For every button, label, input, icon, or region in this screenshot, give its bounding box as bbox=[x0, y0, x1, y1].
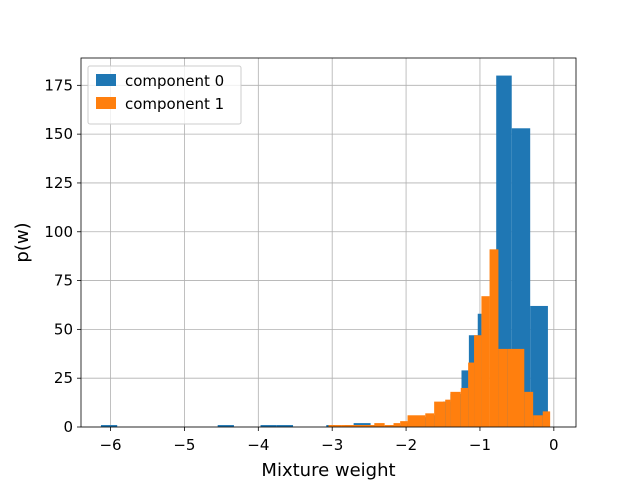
x-tick-label: −5 bbox=[173, 436, 195, 454]
histogram-bar bbox=[530, 305, 548, 427]
histogram-bar bbox=[425, 413, 435, 427]
histogram-bar bbox=[445, 399, 451, 427]
histogram-bar bbox=[450, 391, 461, 427]
y-tick-label: 100 bbox=[44, 223, 73, 241]
y-tick-label: 50 bbox=[54, 320, 73, 338]
y-axis-label: p(w) bbox=[12, 222, 33, 262]
legend-label-component-1: component 1 bbox=[125, 95, 224, 113]
histogram-bar bbox=[393, 423, 401, 427]
histogram-bar bbox=[460, 387, 469, 427]
legend-swatch-component-0 bbox=[96, 74, 116, 86]
histogram-bar bbox=[400, 421, 408, 427]
x-tick-label: −4 bbox=[247, 436, 269, 454]
histogram-bar bbox=[489, 249, 499, 427]
legend-swatch-component-1 bbox=[96, 97, 116, 109]
x-tick-label: −2 bbox=[395, 436, 417, 454]
y-tick-label: 150 bbox=[44, 125, 73, 143]
x-axis-ticks: −6 −5 −4 −3 −2 −1 0 bbox=[99, 427, 559, 454]
histogram-bar bbox=[384, 425, 394, 427]
histogram-bar bbox=[474, 335, 482, 427]
histogram-bar bbox=[374, 423, 385, 427]
x-axis-label: Mixture weight bbox=[261, 460, 395, 480]
x-tick-label: −6 bbox=[99, 436, 121, 454]
y-tick-label: 75 bbox=[54, 272, 73, 290]
x-tick-label: −1 bbox=[469, 436, 491, 454]
histogram-bar bbox=[276, 425, 294, 427]
histogram-bar bbox=[362, 425, 375, 427]
legend-box bbox=[87, 65, 242, 125]
plot-frame bbox=[80, 57, 577, 428]
histogram-bar bbox=[496, 75, 512, 428]
histogram-bar bbox=[407, 415, 426, 427]
y-tick-label: 175 bbox=[44, 76, 73, 94]
histogram-bar bbox=[468, 362, 475, 427]
histogram-bar bbox=[507, 348, 525, 427]
histogram-bar bbox=[481, 296, 490, 427]
histogram-bar bbox=[260, 425, 277, 427]
histogram-bar bbox=[542, 411, 551, 427]
x-tick-label: 0 bbox=[549, 436, 559, 454]
histogram-bar bbox=[524, 391, 534, 427]
x-tick-label: −3 bbox=[321, 436, 343, 454]
histogram-bar bbox=[217, 425, 234, 427]
histogram-bar bbox=[533, 415, 543, 427]
y-tick-label: 25 bbox=[54, 369, 73, 387]
y-axis-ticks: 0 25 50 75 100 125 150 175 bbox=[44, 76, 81, 436]
histogram-bar bbox=[341, 425, 363, 427]
legend-label-component-0: component 0 bbox=[125, 72, 224, 90]
histogram-bar bbox=[434, 401, 446, 427]
histogram-bar bbox=[498, 348, 508, 427]
legend: component 0 component 1 bbox=[87, 65, 242, 125]
series-component-1-bars bbox=[328, 249, 551, 427]
histogram-bar bbox=[328, 425, 342, 427]
histogram-bar bbox=[100, 425, 118, 427]
y-tick-label: 125 bbox=[44, 174, 73, 192]
y-tick-label: 0 bbox=[63, 418, 73, 436]
